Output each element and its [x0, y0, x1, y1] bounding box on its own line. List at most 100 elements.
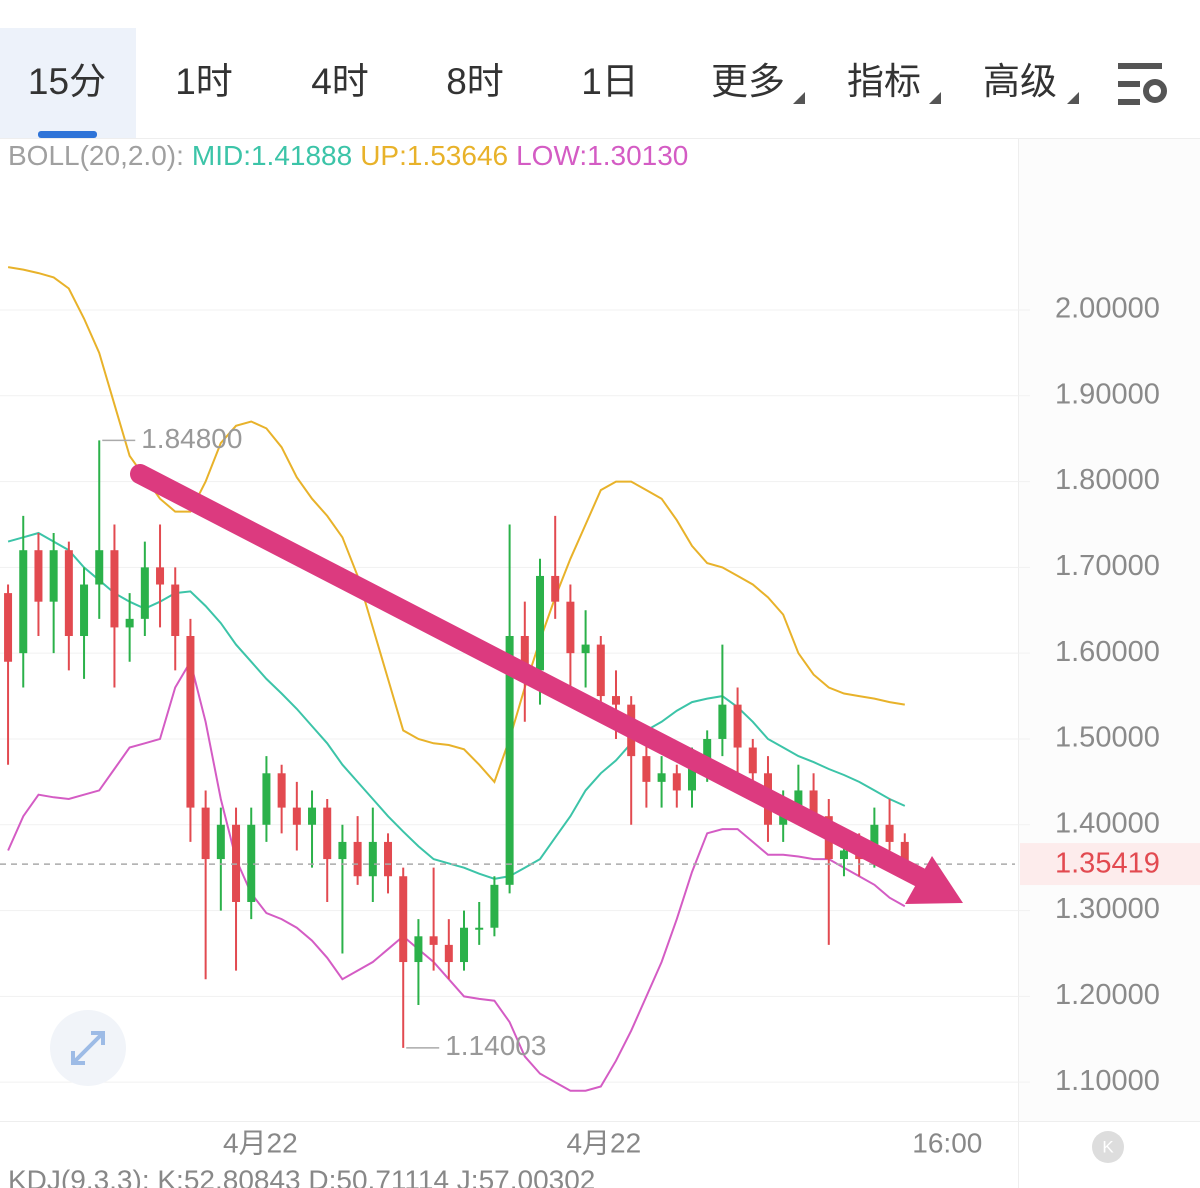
- candle-body: [368, 841, 377, 877]
- boll-line: [7, 659, 906, 1092]
- scroll-end-button[interactable]: K: [1092, 1131, 1124, 1163]
- candle-body: [566, 601, 575, 654]
- boll-legend: BOLL(20,2.0): MID:1.41888 UP:1.53646 LOW:1.…: [8, 140, 688, 171]
- x-tick-label: 4月22: [223, 1127, 298, 1158]
- candle-body: [353, 841, 362, 877]
- y-tick-label: 1.10000: [1055, 1065, 1160, 1097]
- y-tick-label: 1.60000: [1055, 636, 1160, 668]
- settings-icon[interactable]: [1118, 63, 1167, 105]
- last-price-label: 1.35419: [1055, 848, 1160, 880]
- candle-body: [140, 567, 149, 619]
- legend-entry: MID:1.41888: [192, 140, 352, 171]
- legend-prefix: BOLL(20,2.0):: [8, 140, 184, 171]
- x-tick-label: 4月22: [566, 1127, 641, 1158]
- candle-body: [64, 550, 73, 637]
- candle-body: [657, 773, 666, 782]
- candle-body: [110, 550, 119, 628]
- legend-entry: UP:1.53646: [360, 140, 508, 171]
- y-tick-label: 1.20000: [1055, 979, 1160, 1011]
- candle-body: [596, 644, 605, 697]
- candle-body: [642, 756, 651, 782]
- candle-body: [338, 841, 347, 860]
- y-tick-label: 1.50000: [1055, 722, 1160, 754]
- tab-indicator: [38, 131, 97, 138]
- candle-body: [611, 696, 620, 705]
- x-tick-label: 16:00: [912, 1127, 982, 1158]
- candle-body: [885, 824, 894, 842]
- trend-arrow: [130, 464, 935, 890]
- annotation-label: 1.14003: [445, 1030, 546, 1061]
- expand-button[interactable]: [50, 1010, 126, 1086]
- tab[interactable]: 高级: [983, 61, 1057, 102]
- y-tick-label: 1.30000: [1055, 893, 1160, 925]
- candle-body: [460, 927, 469, 963]
- candle-body: [125, 618, 134, 628]
- kdj-legend: KDJ(9,3,3): K:52.80843 D:50.71114 J:57.0…: [8, 1164, 595, 1188]
- trend-arrow-head: [905, 856, 963, 904]
- candle-body: [80, 584, 89, 637]
- tab-bar: 15分 1时 4时 8时 1日 更多 指标 高级: [28, 61, 1057, 102]
- candle-body: [839, 850, 848, 860]
- tab[interactable]: 1时: [175, 61, 233, 102]
- candle-body: [216, 824, 225, 860]
- tab[interactable]: 指标: [847, 61, 921, 102]
- candle-body: [672, 773, 681, 791]
- last-price-bg: [1020, 843, 1200, 886]
- candle-body: [733, 704, 742, 748]
- y-tick-label: 1.40000: [1055, 807, 1160, 839]
- tab[interactable]: 1日: [581, 61, 639, 102]
- axis-bg: [1019, 139, 1200, 1121]
- candle-body: [384, 841, 393, 877]
- candle-body: [490, 884, 499, 928]
- candle-body: [444, 944, 453, 963]
- candle-body: [292, 807, 301, 825]
- tab[interactable]: 4时: [311, 61, 369, 102]
- candle-body: [247, 824, 256, 902]
- y-tick-label: 2.00000: [1055, 293, 1160, 325]
- boll-line: [7, 531, 906, 880]
- y-tick-label: 1.90000: [1055, 378, 1160, 410]
- candle-body: [186, 636, 195, 808]
- candle-body: [551, 575, 560, 602]
- y-tick-label: 1.70000: [1055, 550, 1160, 582]
- boll-line: [7, 266, 905, 784]
- tab-selected-bg: [0, 28, 136, 138]
- tab[interactable]: 15分: [28, 61, 106, 102]
- candle-body: [308, 807, 317, 825]
- legend-entry: LOW:1.30130: [516, 140, 688, 171]
- candle-body: [870, 824, 879, 860]
- candle-body: [475, 927, 484, 930]
- candle-body: [323, 807, 332, 860]
- candle-body: [277, 773, 286, 808]
- tab[interactable]: 更多: [711, 61, 785, 102]
- candle-body: [748, 747, 757, 774]
- plot: [0, 266, 1030, 1092]
- candle-body: [505, 636, 514, 885]
- tab-dropdown-icons: [793, 92, 1079, 104]
- candle-body: [19, 550, 28, 654]
- candle-body: [718, 704, 727, 739]
- candle-body: [399, 876, 408, 963]
- candle-body: [95, 550, 104, 585]
- candle-body: [429, 936, 438, 945]
- candle-body: [794, 790, 803, 808]
- candle-body: [4, 593, 13, 662]
- candle-body: [687, 764, 696, 791]
- candle-body: [156, 567, 165, 585]
- annotation-label: 1.84800: [141, 423, 242, 454]
- candle-body: [414, 936, 423, 963]
- candle-body: [809, 790, 818, 817]
- y-tick-label: 1.80000: [1055, 464, 1160, 496]
- candle-body: [34, 550, 43, 602]
- candle-body: [520, 636, 529, 671]
- candle-body: [900, 841, 909, 865]
- candle-body: [49, 550, 58, 602]
- candle-body: [262, 773, 271, 825]
- tab[interactable]: 8时: [446, 61, 504, 102]
- svg-text:K: K: [1102, 1137, 1114, 1156]
- candle-body: [581, 644, 590, 654]
- candle-body: [536, 575, 545, 671]
- candle-body: [703, 738, 712, 765]
- candle-body: [171, 584, 180, 637]
